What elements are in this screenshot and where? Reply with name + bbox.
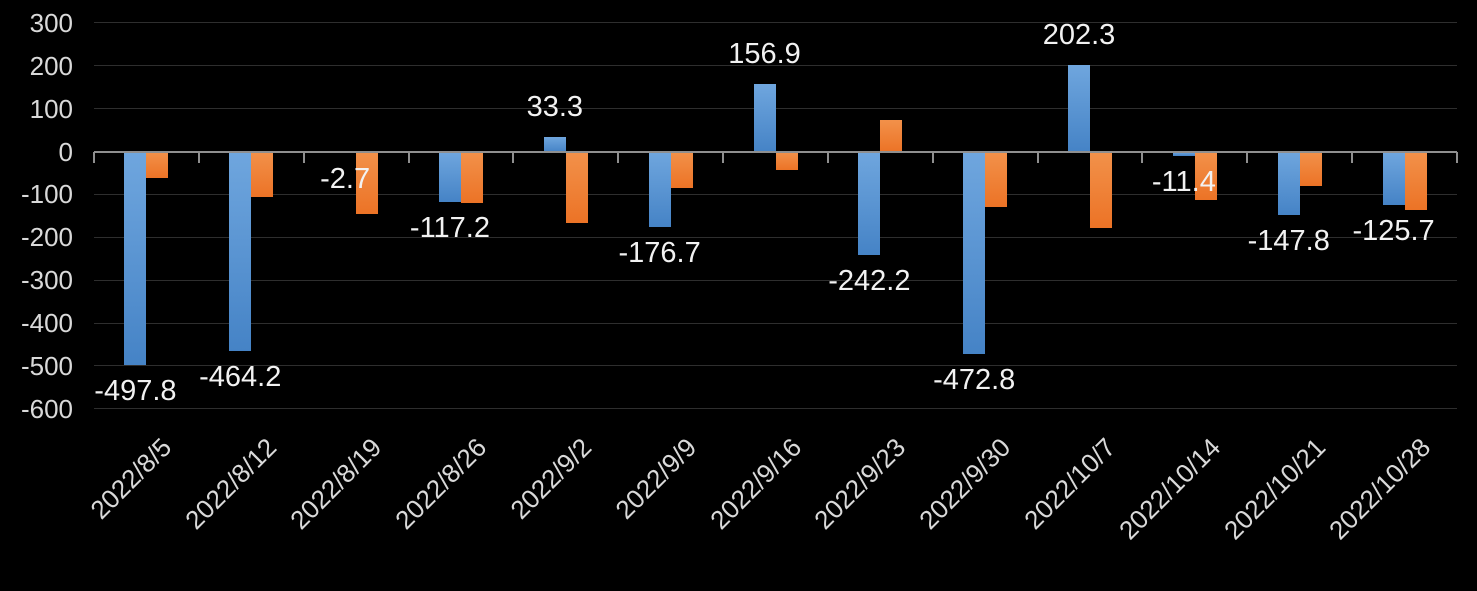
bar-series-2-orange <box>146 151 169 178</box>
x-axis-tick <box>93 151 95 163</box>
bar-series-1-blue <box>963 151 986 355</box>
x-axis-tick <box>407 151 410 163</box>
y-gridline <box>94 322 1457 324</box>
x-axis-tick <box>931 151 934 163</box>
x-axis-category-label: 2022/9/16 <box>703 432 807 536</box>
bar-series-1-blue <box>124 151 147 365</box>
bar-series-2-orange <box>880 120 903 152</box>
bar-series-2-orange <box>1194 151 1217 200</box>
x-axis-tick <box>617 151 620 163</box>
y-axis-tick-label: 100 <box>29 93 73 124</box>
y-axis-tick-label: -600 <box>20 393 73 424</box>
x-axis-tick <box>302 151 305 163</box>
bar-series-2-orange <box>565 151 588 224</box>
x-axis-tick <box>512 151 515 163</box>
bar-value-label: -176.7 <box>618 237 701 270</box>
bar-series-2-orange <box>1299 151 1322 186</box>
y-axis-tick-label: 200 <box>29 50 73 81</box>
bar-value-label: -497.8 <box>94 374 177 407</box>
bar-series-1-blue <box>648 151 671 228</box>
bar-series-1-blue <box>1277 151 1300 215</box>
x-axis-category-label: 2022/9/9 <box>609 432 702 525</box>
bar-series-1-blue <box>1382 151 1405 206</box>
bar-series-2-orange <box>985 151 1008 208</box>
y-gridline <box>94 108 1457 110</box>
bar-series-2-orange <box>775 151 798 170</box>
bar-series-1-blue <box>543 137 566 152</box>
x-axis-category-label: 2022/8/19 <box>284 432 388 536</box>
x-axis-tick <box>1141 151 1144 163</box>
y-axis-tick-label: -400 <box>20 308 73 339</box>
bar-series-1-blue <box>753 84 776 152</box>
bar-series-2-orange <box>1090 151 1113 229</box>
y-gridline <box>94 22 1457 24</box>
y-axis-tick-label: -300 <box>20 265 73 296</box>
x-axis-category-label: 2022/10/21 <box>1217 432 1331 546</box>
y-axis-tick-label: -200 <box>20 222 73 253</box>
x-axis-category-label: 2022/9/30 <box>913 432 1017 536</box>
bar-value-label: -472.8 <box>933 364 1016 397</box>
bar-series-2-orange <box>251 151 274 198</box>
y-gridline <box>94 279 1457 281</box>
bar-series-2-orange <box>1404 151 1427 210</box>
bar-value-label: -117.2 <box>409 211 490 244</box>
y-gridline <box>94 193 1457 195</box>
y-gridline <box>94 408 1457 410</box>
bar-series-2-orange <box>670 151 693 188</box>
bar-series-1-blue <box>1068 64 1091 152</box>
x-axis-category-label: 2022/9/23 <box>808 432 912 536</box>
x-axis-tick <box>1351 151 1354 163</box>
bar-series-1-blue <box>1172 151 1195 157</box>
bar-value-label: -242.2 <box>828 265 911 298</box>
bar-series-2-orange <box>460 151 483 203</box>
x-axis-category-label: 2022/10/28 <box>1322 432 1436 546</box>
bar-value-label: 202.3 <box>1042 18 1116 51</box>
y-gridline <box>94 236 1457 238</box>
x-axis-category-label: 2022/10/7 <box>1018 432 1122 536</box>
x-axis-category-label: 2022/10/14 <box>1112 432 1227 546</box>
bar-value-label: 156.9 <box>728 38 801 71</box>
y-axis-tick-label: 0 <box>58 136 73 167</box>
bar-value-label: 33.3 <box>526 91 584 124</box>
x-axis-tick <box>197 151 200 163</box>
x-axis-category-label: 2022/9/2 <box>504 432 598 525</box>
bar-value-label: -2.7 <box>320 162 371 195</box>
x-axis-tick <box>1246 151 1249 163</box>
y-gridline <box>94 365 1457 367</box>
bar-series-2-orange <box>356 151 379 215</box>
bar-value-label: -464.2 <box>199 360 282 393</box>
x-axis-category-label: 2022/8/12 <box>179 432 283 536</box>
x-axis-line <box>94 150 1457 153</box>
y-axis-tick-label: -500 <box>20 350 73 381</box>
bar-series-1-blue <box>858 151 881 256</box>
bar-value-label: -11.4 <box>1151 166 1216 199</box>
y-axis-tick-label: -100 <box>20 179 73 210</box>
bar-series-1-blue <box>229 151 252 351</box>
y-axis-tick-label: 300 <box>29 7 73 38</box>
bar-value-label: -125.7 <box>1352 215 1435 248</box>
bar-series-1-blue <box>438 151 461 202</box>
x-axis-tick <box>1456 151 1458 163</box>
x-axis-tick <box>1036 151 1039 163</box>
x-axis-tick <box>722 151 725 163</box>
x-axis-category-label: 2022/8/5 <box>84 432 178 525</box>
x-axis-tick <box>826 151 829 163</box>
y-gridline <box>94 65 1457 67</box>
bar-value-label: -147.8 <box>1247 224 1330 257</box>
x-axis-category-label: 2022/8/26 <box>389 432 493 536</box>
